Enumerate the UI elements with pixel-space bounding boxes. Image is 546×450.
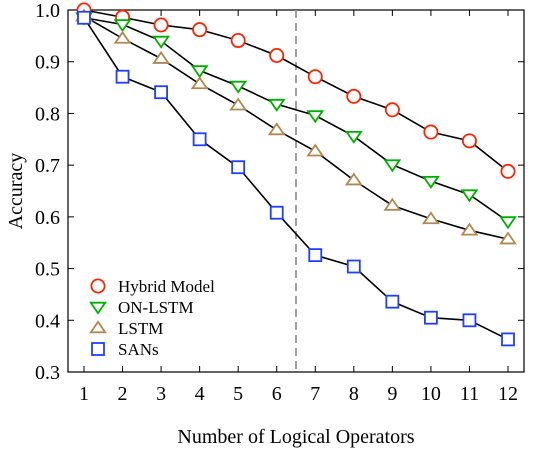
marker-square <box>77 10 91 25</box>
x-tick-label: 9 <box>387 383 397 405</box>
marker-triangle-up <box>89 320 107 334</box>
marker-circle <box>423 124 439 140</box>
legend-entry: ON-LSTM <box>89 298 194 317</box>
marker-triangle-up <box>113 30 132 44</box>
x-tick-label: 3 <box>156 383 166 405</box>
legend-entry: Hybrid Model <box>90 277 215 296</box>
marker-circle <box>461 133 477 149</box>
y-tick-label: 0.5 <box>35 259 60 281</box>
legend: Hybrid Model ON-LSTM LSTM SANs <box>89 277 215 359</box>
y-tick-label: 0.8 <box>35 103 60 125</box>
marker-triangle-up <box>383 197 402 211</box>
marker-triangle-up <box>460 222 479 236</box>
series-lstm <box>75 8 517 245</box>
marker-square <box>231 160 246 175</box>
marker-circle <box>346 88 362 104</box>
marker-triangle-up <box>152 50 171 64</box>
marker-triangle-up <box>229 97 248 111</box>
marker-circle <box>307 69 323 85</box>
legend-entry: LSTM <box>89 319 163 338</box>
x-tick-label: 11 <box>460 383 479 405</box>
marker-circle <box>153 17 169 33</box>
legend-label: SANs <box>118 340 159 359</box>
marker-triangle-down <box>460 189 479 203</box>
marker-triangle-down <box>421 175 440 189</box>
y-tick-label: 0.6 <box>35 207 60 229</box>
marker-square <box>462 313 477 328</box>
marker-triangle-down <box>383 159 402 173</box>
y-tick-label: 0.7 <box>35 155 60 177</box>
x-tick-label: 6 <box>272 383 282 405</box>
series-group <box>75 2 517 347</box>
x-tick-label: 4 <box>195 383 205 405</box>
marker-triangle-down <box>113 19 132 33</box>
y-axis-label: Accuracy <box>5 153 27 230</box>
marker-triangle-up <box>267 122 286 136</box>
marker-circle <box>230 33 246 49</box>
marker-circle <box>384 102 400 118</box>
series-on-lstm <box>75 12 517 230</box>
marker-triangle-up <box>421 211 440 225</box>
marker-square <box>269 205 284 220</box>
marker-circle <box>90 278 106 294</box>
y-tick-label: 0.9 <box>35 52 60 74</box>
marker-triangle-up <box>344 172 363 186</box>
marker-square <box>192 132 207 147</box>
marker-triangle-down <box>306 110 325 124</box>
marker-square <box>501 332 515 347</box>
legend-label: LSTM <box>118 319 163 338</box>
x-tick-label: 10 <box>421 383 441 405</box>
plot-axes: 1 2 3 4 5 6 7 8 9 10 11 120.30.40.50.60.70.80.91.0 <box>35 0 525 405</box>
marker-square <box>308 248 323 263</box>
marker-triangle-down <box>344 130 363 144</box>
legend-label: ON-LSTM <box>118 298 194 317</box>
x-tick-label: 5 <box>233 383 243 405</box>
x-tick-label: 1 <box>79 383 89 405</box>
marker-triangle-down <box>499 216 517 230</box>
marker-square <box>154 85 168 100</box>
x-tick-label: 2 <box>118 383 128 405</box>
x-tick-label: 12 <box>498 383 518 405</box>
marker-square <box>115 69 130 84</box>
x-tick-label: 8 <box>349 383 359 405</box>
marker-square <box>91 342 105 356</box>
legend-label: Hybrid Model <box>118 277 215 296</box>
marker-triangle-down <box>89 301 107 315</box>
marker-circle <box>192 22 208 38</box>
marker-triangle-up <box>190 76 209 90</box>
marker-square <box>424 310 438 325</box>
marker-triangle-down <box>229 80 248 94</box>
marker-circle <box>269 48 285 64</box>
marker-square <box>346 259 361 274</box>
y-tick-label: 1.0 <box>35 0 60 22</box>
marker-triangle-down <box>267 98 286 112</box>
marker-triangle-up <box>306 143 325 157</box>
y-tick-label: 0.3 <box>35 362 60 384</box>
x-tick-label: 7 <box>310 383 320 405</box>
marker-triangle-down <box>190 65 209 79</box>
marker-circle <box>500 163 516 179</box>
series-sans <box>77 10 515 347</box>
legend-entry: SANs <box>91 340 159 359</box>
marker-square <box>385 294 400 309</box>
x-axis-label: Number of Logical Operators <box>177 426 414 448</box>
y-tick-label: 0.4 <box>35 310 60 332</box>
marker-triangle-down <box>152 35 171 49</box>
marker-triangle-up <box>499 231 517 245</box>
